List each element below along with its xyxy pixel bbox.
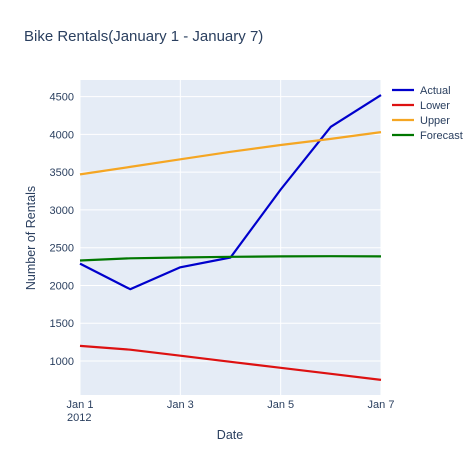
series-line-forecast	[79, 255, 382, 262]
x-axis-title: Date	[217, 428, 243, 442]
legend-label: Forecast	[420, 130, 463, 142]
x-tick-sublabel: 2012	[67, 412, 91, 424]
y-tick-label: 3000	[50, 205, 74, 217]
y-tick-label: 3500	[50, 167, 74, 179]
y-tick-label: 4500	[50, 92, 74, 104]
x-tick-label: Jan 5	[267, 399, 294, 411]
y-tick-label: 2500	[50, 243, 74, 255]
y-axis-title: Number of Rentals	[24, 186, 38, 290]
legend-label: Upper	[420, 115, 450, 127]
x-tick-label: Jan 7	[368, 399, 395, 411]
legend-item-actual[interactable]: Actual	[392, 85, 451, 97]
series-lines	[79, 94, 382, 381]
legend-item-forecast[interactable]: Forecast	[392, 130, 463, 142]
chart-title: Bike Rentals(January 1 - January 7)	[24, 28, 263, 45]
legend-item-lower[interactable]: Lower	[392, 100, 450, 112]
legend-label: Actual	[420, 85, 451, 97]
x-tick-label: Jan 3	[167, 399, 194, 411]
legend[interactable]: Actual Lower Upper Forecast	[392, 85, 463, 142]
x-tick-label: Jan 1	[67, 399, 94, 411]
y-axis-ticks: 1000 1500 2000 2500 3000 3500 4000 4500	[50, 92, 74, 368]
series-line-upper	[79, 131, 382, 176]
y-tick-label: 1000	[50, 356, 74, 368]
legend-label: Lower	[420, 100, 450, 112]
y-tick-label: 1500	[50, 318, 74, 330]
plot-area	[80, 80, 381, 395]
legend-item-upper[interactable]: Upper	[392, 115, 450, 127]
series-line-lower	[79, 344, 382, 381]
y-tick-label: 2000	[50, 280, 74, 292]
y-tick-label: 4000	[50, 129, 74, 141]
